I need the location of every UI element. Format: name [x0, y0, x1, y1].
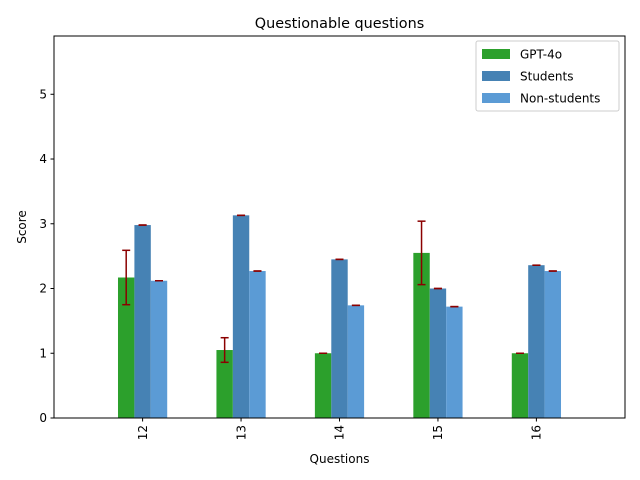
legend-label: Non-students [520, 92, 600, 106]
bar [117, 277, 135, 418]
legend-swatch [482, 71, 510, 81]
y-tick-label: 2 [39, 282, 47, 296]
bar [528, 265, 545, 418]
bar [544, 271, 562, 418]
legend-label: Students [520, 70, 574, 84]
x-axis-title: Questions [310, 452, 370, 466]
x-tick-label: 14 [333, 425, 347, 440]
legend: GPT-4o Students Non-students [475, 40, 620, 112]
x-tick-label: 15 [431, 425, 445, 440]
bar [314, 353, 332, 418]
bar [331, 259, 348, 418]
x-tick-label: 13 [234, 425, 248, 440]
bar [134, 225, 151, 418]
y-tick-label: 5 [39, 87, 47, 101]
legend-label: GPT-4o [520, 48, 562, 62]
legend-swatch [482, 49, 510, 59]
bar [216, 350, 233, 418]
bar [413, 252, 430, 418]
bar [150, 280, 168, 418]
bar [446, 306, 463, 418]
y-axis: 0 1 2 3 4 5 [39, 87, 54, 425]
y-tick-label: 3 [39, 217, 47, 231]
y-tick-label: 1 [39, 346, 47, 360]
bar [347, 305, 365, 418]
x-axis: 12 13 14 15 16 [136, 418, 544, 440]
y-axis-title: Score [15, 210, 29, 244]
y-tick-label: 0 [39, 411, 47, 425]
error-bars-layer [122, 214, 557, 364]
y-tick-label: 4 [39, 152, 47, 166]
x-tick-label: 16 [530, 425, 544, 440]
bar [429, 288, 447, 418]
legend-box [475, 40, 620, 112]
bars-layer [117, 215, 562, 418]
chart-title: Questionable questions [255, 16, 424, 32]
x-tick-label: 12 [136, 425, 150, 440]
bar [249, 271, 266, 418]
legend-swatch [482, 93, 510, 103]
bar [511, 353, 529, 418]
bar [232, 215, 250, 418]
